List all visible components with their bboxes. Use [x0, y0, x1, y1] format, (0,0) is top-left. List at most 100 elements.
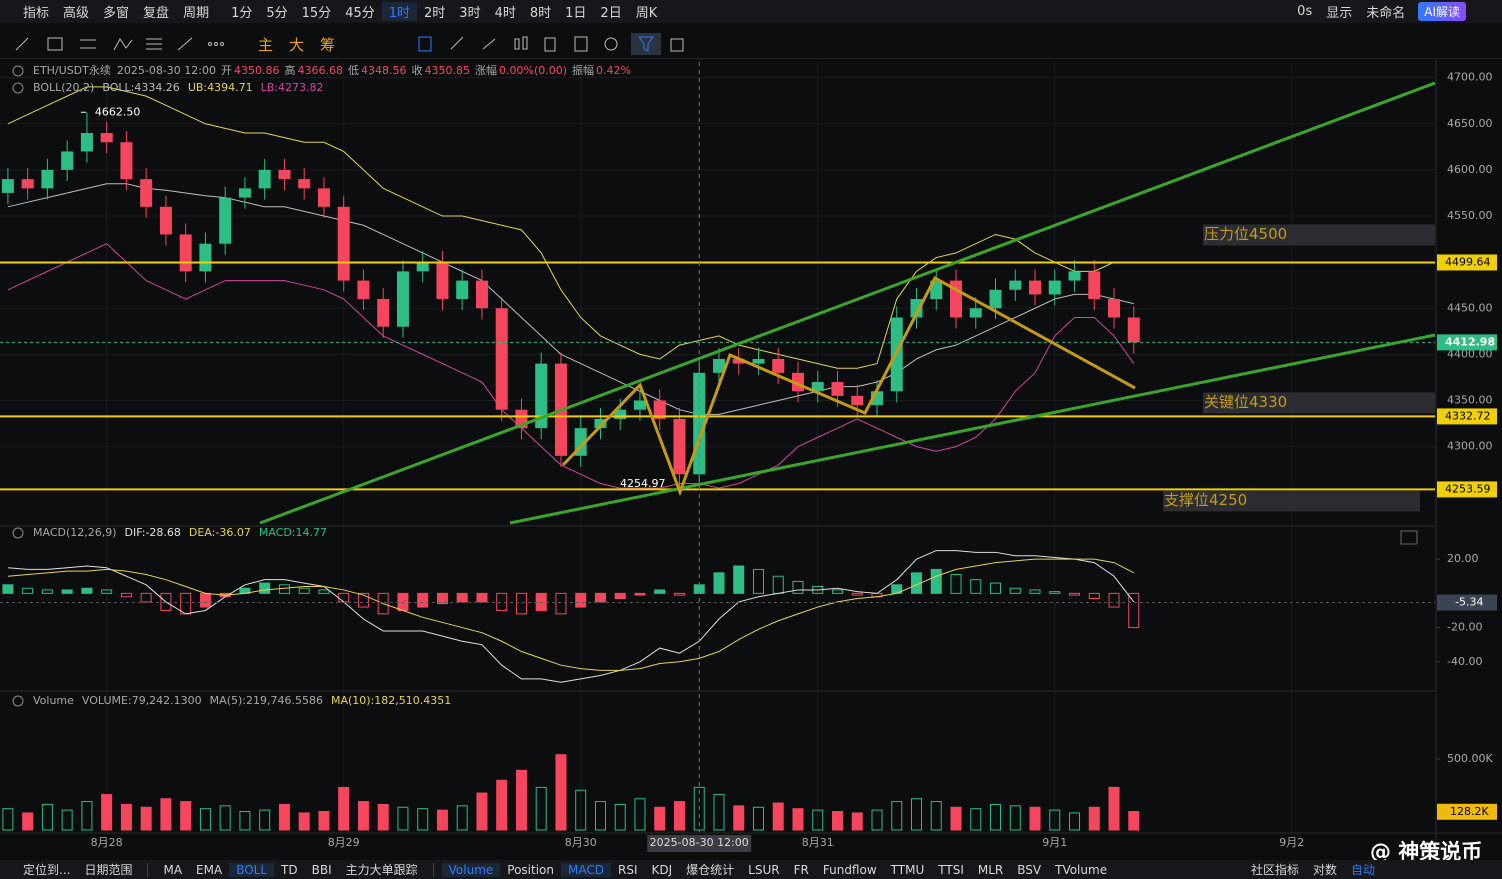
- sub-indicator[interactable]: TVolume: [1055, 862, 1108, 877]
- period-button[interactable]: 1日: [565, 6, 587, 21]
- icon[interactable]: [638, 36, 655, 52]
- macd-bar: [1029, 589, 1041, 594]
- icon[interactable]: [220, 42, 224, 46]
- indicator-line: [7, 243, 1135, 489]
- main-indicator[interactable]: BOLL: [229, 862, 275, 877]
- main-indicator[interactable]: 主力大单跟踪: [345, 863, 418, 877]
- icon[interactable]: [670, 38, 684, 52]
- sub-indicator[interactable]: Fundflow: [822, 862, 877, 877]
- sub-indicator[interactable]: RSI: [618, 862, 638, 877]
- period-button[interactable]: 2时: [424, 6, 446, 21]
- y-tick-label: 4700.00: [1447, 71, 1493, 84]
- field-label: 振幅: [572, 63, 594, 77]
- main-indicator[interactable]: MA: [163, 862, 183, 877]
- candle-body: [851, 395, 864, 406]
- indicator-value: BOLL:4334.26: [102, 81, 179, 94]
- expand-icon[interactable]: [1400, 530, 1418, 545]
- main-indicator[interactable]: EMA: [196, 862, 223, 877]
- sub-indicator[interactable]: Position: [507, 862, 555, 877]
- sub-indicator[interactable]: MACD: [561, 862, 611, 877]
- nav-item[interactable]: 定位到...: [23, 863, 71, 877]
- field-value: 4350.85: [425, 64, 471, 77]
- icon[interactable]: [450, 36, 464, 50]
- icon[interactable]: [544, 37, 556, 52]
- menu-item[interactable]: 指标: [23, 6, 50, 21]
- y-tick-label: -40.00: [1447, 655, 1482, 668]
- candle-body: [673, 418, 686, 475]
- icon[interactable]: [15, 37, 29, 51]
- period-button[interactable]: 4时: [494, 6, 516, 21]
- sub-indicator[interactable]: Volume: [441, 862, 501, 877]
- indicator-tool[interactable]: 主: [258, 35, 274, 54]
- option[interactable]: 自动: [1350, 863, 1375, 877]
- icon[interactable]: [418, 36, 432, 52]
- macd-bar: [1108, 592, 1120, 608]
- icon[interactable]: [604, 37, 618, 51]
- sub-indicator[interactable]: LSUR: [748, 862, 780, 877]
- period-button[interactable]: 5分: [266, 6, 288, 21]
- option[interactable]: 社区指标: [1250, 863, 1299, 877]
- level-label: 4253.59: [1445, 482, 1491, 495]
- icon[interactable]: [214, 42, 218, 46]
- macd-bar: [1128, 592, 1140, 629]
- collapse-icon[interactable]: [12, 527, 24, 539]
- indicator-tool[interactable]: 大: [289, 35, 305, 54]
- candle-body: [258, 169, 271, 189]
- sub-indicator[interactable]: BSV: [1017, 862, 1042, 877]
- period-button[interactable]: 15分: [301, 6, 332, 21]
- y-tick-label: 4550.00: [1447, 209, 1493, 222]
- field-value: 0.42%: [596, 64, 631, 77]
- candle-body: [416, 262, 429, 272]
- ai-button[interactable]: AI解读: [1418, 2, 1466, 21]
- level-label-bg: [1437, 481, 1497, 498]
- period-button[interactable]: 1时: [381, 2, 418, 21]
- period-button[interactable]: 1分: [231, 6, 253, 21]
- sub-indicator[interactable]: KDJ: [651, 862, 673, 877]
- icon[interactable]: [482, 38, 496, 50]
- main-indicator[interactable]: TD: [281, 862, 298, 877]
- icon[interactable]: [177, 37, 193, 51]
- y-tick-label: 500.00K: [1447, 752, 1493, 765]
- indicator-legend: BOLL(20,2) BOLL:4334.26 UB:4394.71 LB:4273.…: [33, 81, 323, 94]
- period-button[interactable]: 周K: [635, 6, 658, 21]
- icon[interactable]: [47, 37, 63, 51]
- layout-name[interactable]: 未命名: [1366, 6, 1406, 21]
- icon[interactable]: [522, 36, 528, 50]
- sub-indicator[interactable]: 爆仓统计: [686, 863, 735, 877]
- sub-indicator[interactable]: MLR: [977, 862, 1004, 877]
- sub-indicator[interactable]: TTSI: [938, 862, 964, 877]
- separator: [432, 862, 434, 877]
- icon[interactable]: [574, 36, 588, 52]
- display-button[interactable]: 显示: [1326, 6, 1353, 21]
- indicator-tools: 主大筹: [250, 34, 343, 55]
- candle-body: [811, 382, 824, 392]
- menu-item[interactable]: 周期: [183, 6, 210, 21]
- sub-indicator[interactable]: FR: [793, 862, 809, 877]
- candle-body: [732, 358, 745, 364]
- indicator-tool[interactable]: 筹: [320, 35, 336, 54]
- field-label: 高: [285, 63, 296, 77]
- option[interactable]: 对数: [1312, 863, 1337, 877]
- period-button[interactable]: 2日: [600, 6, 622, 21]
- timer[interactable]: 0s: [1297, 4, 1313, 19]
- icon[interactable]: [514, 38, 520, 50]
- menu-item[interactable]: 高级: [63, 6, 90, 21]
- icon[interactable]: [208, 42, 212, 46]
- menu-item[interactable]: 多窗: [103, 6, 130, 21]
- collapse-icon[interactable]: [12, 82, 24, 94]
- collapse-icon[interactable]: [12, 65, 24, 77]
- collapse-icon[interactable]: [12, 695, 24, 707]
- field-value: 4350.86: [234, 64, 280, 77]
- period-button[interactable]: 8时: [529, 6, 552, 21]
- menu-item[interactable]: 复盘: [143, 6, 170, 21]
- main-indicator[interactable]: BBI: [311, 862, 332, 877]
- volume-bar: [101, 793, 113, 831]
- icon[interactable]: [113, 38, 133, 51]
- period-button[interactable]: 45分: [345, 6, 375, 21]
- period-button[interactable]: 3时: [459, 6, 481, 21]
- candle-body: [219, 197, 232, 244]
- indicator-line: [7, 86, 1134, 369]
- sub-indicator[interactable]: TTMU: [890, 862, 925, 877]
- overlay: 4499.64 压力位4500 4332.72 关键位4330 4253.59 支撑位42…: [33, 62, 1497, 852]
- nav-item[interactable]: 日期范围: [84, 863, 133, 877]
